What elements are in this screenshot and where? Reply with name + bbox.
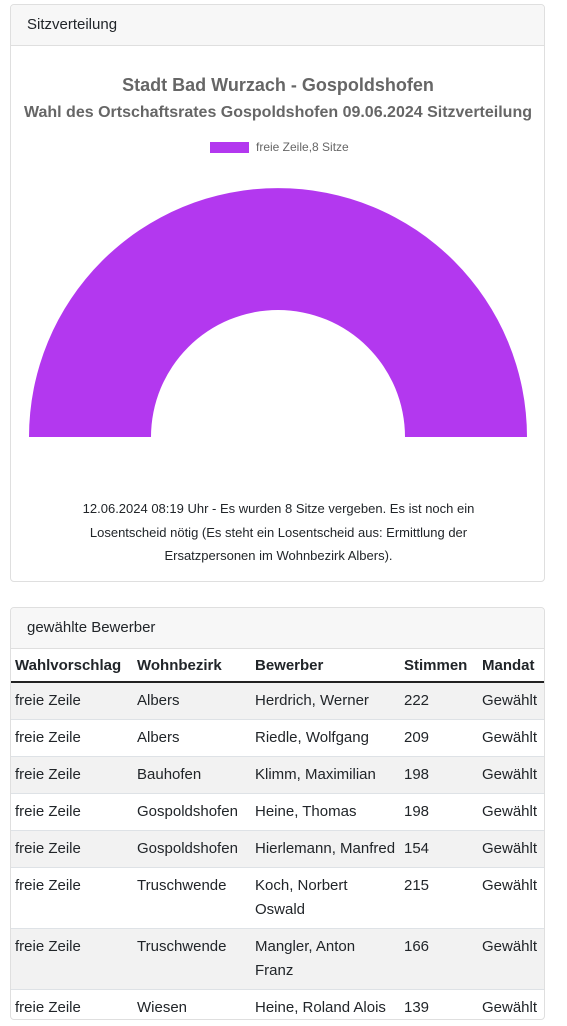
seat-chart: Stadt Bad Wurzach - Gospoldshofen Wahl d… (11, 46, 544, 486)
cell-stimmen: 198 (400, 794, 478, 831)
cell-mandat: Gewählt (478, 929, 544, 990)
cell-wahlvorschlag: freie Zeile (11, 794, 133, 831)
cell-mandat: Gewählt (478, 868, 544, 929)
seat-distribution-header: Sitzverteilung (11, 5, 544, 46)
legend-label: freie Zeile,8 Sitze (256, 140, 349, 154)
cell-stimmen: 166 (400, 929, 478, 990)
cell-stimmen: 209 (400, 720, 478, 757)
cell-bewerber: Riedle, Wolfgang (251, 720, 400, 757)
seat-note: 12.06.2024 08:19 Uhr - Es wurden 8 Sitze… (51, 497, 506, 568)
cell-mandat: Gewählt (478, 720, 544, 757)
cell-wahlvorschlag: freie Zeile (11, 929, 133, 990)
cell-bewerber: Heine, Thomas (251, 794, 400, 831)
cell-wahlvorschlag: freie Zeile (11, 868, 133, 929)
table-header-row: Wahlvorschlag Wohnbezirk Bewerber Stimme… (11, 649, 544, 682)
cell-wahlvorschlag: freie Zeile (11, 757, 133, 794)
cell-stimmen: 215 (400, 868, 478, 929)
cell-mandat: Gewählt (478, 757, 544, 794)
cell-wohnbezirk: Albers (133, 682, 251, 720)
cell-mandat: Gewählt (478, 682, 544, 720)
cell-mandat: Gewählt (478, 831, 544, 868)
seat-distribution-card: Sitzverteilung Stadt Bad Wurzach - Gospo… (10, 4, 545, 582)
cell-wohnbezirk: Bauhofen (133, 757, 251, 794)
cell-stimmen: 154 (400, 831, 478, 868)
cell-wahlvorschlag: freie Zeile (11, 682, 133, 720)
column-header: Bewerber (251, 649, 400, 682)
cell-wahlvorschlag: freie Zeile (11, 831, 133, 868)
elected-candidates-header: gewählte Bewerber (11, 608, 544, 649)
chart-slices (29, 188, 527, 437)
cell-bewerber: Koch, Norbert Oswald (251, 868, 400, 929)
chart-legend: freie Zeile,8 Sitze (210, 140, 349, 154)
cell-wohnbezirk: Truschwende (133, 868, 251, 929)
legend-swatch (210, 142, 249, 153)
cell-stimmen: 222 (400, 682, 478, 720)
cell-wohnbezirk: Gospoldshofen (133, 831, 251, 868)
cell-wohnbezirk: Albers (133, 720, 251, 757)
chart-subtitle: Wahl des Ortschaftsrates Gospoldshofen 0… (24, 104, 532, 121)
cell-stimmen: 198 (400, 757, 478, 794)
cell-wohnbezirk: Gospoldshofen (133, 794, 251, 831)
cell-mandat: Gewählt (478, 794, 544, 831)
column-header: Stimmen (400, 649, 478, 682)
candidates-table: Wahlvorschlag Wohnbezirk Bewerber Stimme… (11, 649, 544, 1026)
cell-bewerber: Klimm, Maximilian (251, 757, 400, 794)
chart-slice (29, 188, 527, 437)
cell-bewerber: Mangler, Anton Franz (251, 929, 400, 990)
elected-candidates-card: gewählte Bewerber Wahlvorschlag Wohnbezi… (10, 607, 545, 1020)
cell-wohnbezirk: Truschwende (133, 929, 251, 990)
chart-title: Stadt Bad Wurzach - Gospoldshofen (122, 75, 434, 95)
column-header: Wohnbezirk (133, 649, 251, 682)
cell-bewerber: Hierlemann, Manfred (251, 831, 400, 868)
cell-bewerber: Herdrich, Werner (251, 682, 400, 720)
cell-wahlvorschlag: freie Zeile (11, 720, 133, 757)
column-header: Mandat (478, 649, 544, 682)
column-header: Wahlvorschlag (11, 649, 133, 682)
